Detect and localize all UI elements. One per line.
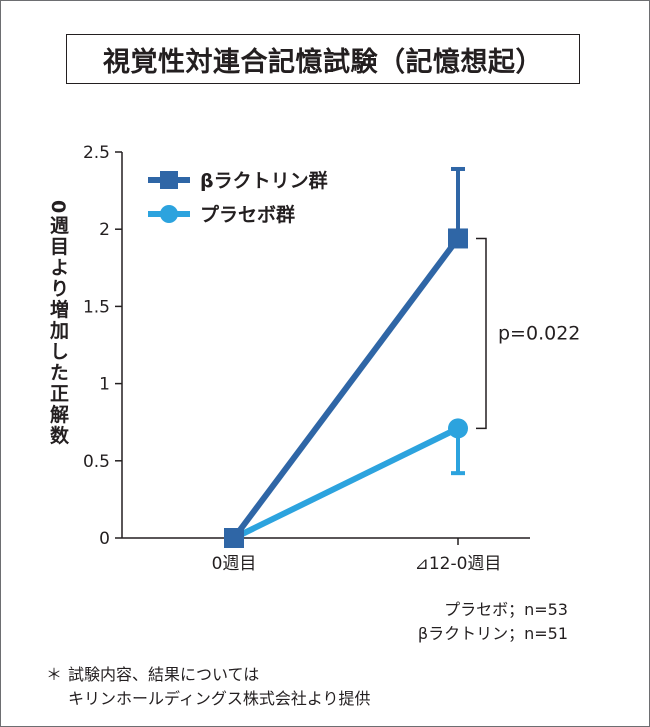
y-tick-label: 0.5 bbox=[83, 452, 110, 472]
note-placebo-n: プラセボ；n=53 bbox=[444, 600, 568, 619]
legend-marker-square bbox=[160, 171, 178, 189]
series-placebo bbox=[224, 418, 468, 548]
sample-size-notes: プラセボ；n=53 βラクトリン；n=51 bbox=[418, 598, 568, 646]
legend-entry: プラセボ群 bbox=[148, 203, 295, 226]
footnote-asterisk: ＊ bbox=[46, 665, 63, 684]
y-tick-label: 0 bbox=[99, 529, 110, 549]
y-axis-label: 0週目より増加した正解数 bbox=[47, 200, 69, 447]
chart-title: 視覚性対連合記憶試験（記憶想起） bbox=[66, 34, 580, 84]
series-beta-lactolin bbox=[224, 166, 468, 548]
note-beta-lactolin-n: βラクトリン；n=51 bbox=[417, 624, 568, 643]
legend-label: プラセボ群 bbox=[200, 203, 295, 226]
y-tick-label: 2 bbox=[99, 220, 110, 240]
footnote-line-2: キリンホールディングス株式会社より提供 bbox=[68, 689, 371, 708]
footnote: ＊ 試験内容、結果については キリンホールディングス株式会社より提供 bbox=[46, 663, 371, 711]
data-point-circle bbox=[448, 418, 468, 439]
legend-label: βラクトリン群 bbox=[200, 169, 328, 192]
y-tick-label: 1 bbox=[99, 375, 110, 395]
x-tick-label: ⊿12-0週目 bbox=[415, 554, 502, 574]
legend-entry: βラクトリン群 bbox=[148, 169, 328, 192]
p-value-label: p=0.022 bbox=[498, 322, 580, 344]
y-tick-label: 1.5 bbox=[83, 297, 110, 317]
y-tick-label: 2.5 bbox=[83, 143, 110, 163]
significance-bracket bbox=[476, 237, 487, 430]
legend-marker-circle bbox=[160, 205, 178, 223]
data-point-square bbox=[224, 528, 244, 548]
data-point-square bbox=[448, 228, 468, 249]
series-line bbox=[232, 425, 460, 541]
x-tick-label: 0週目 bbox=[212, 554, 257, 574]
series-line bbox=[231, 236, 461, 540]
footnote-line-1: 試験内容、結果については bbox=[68, 665, 260, 684]
